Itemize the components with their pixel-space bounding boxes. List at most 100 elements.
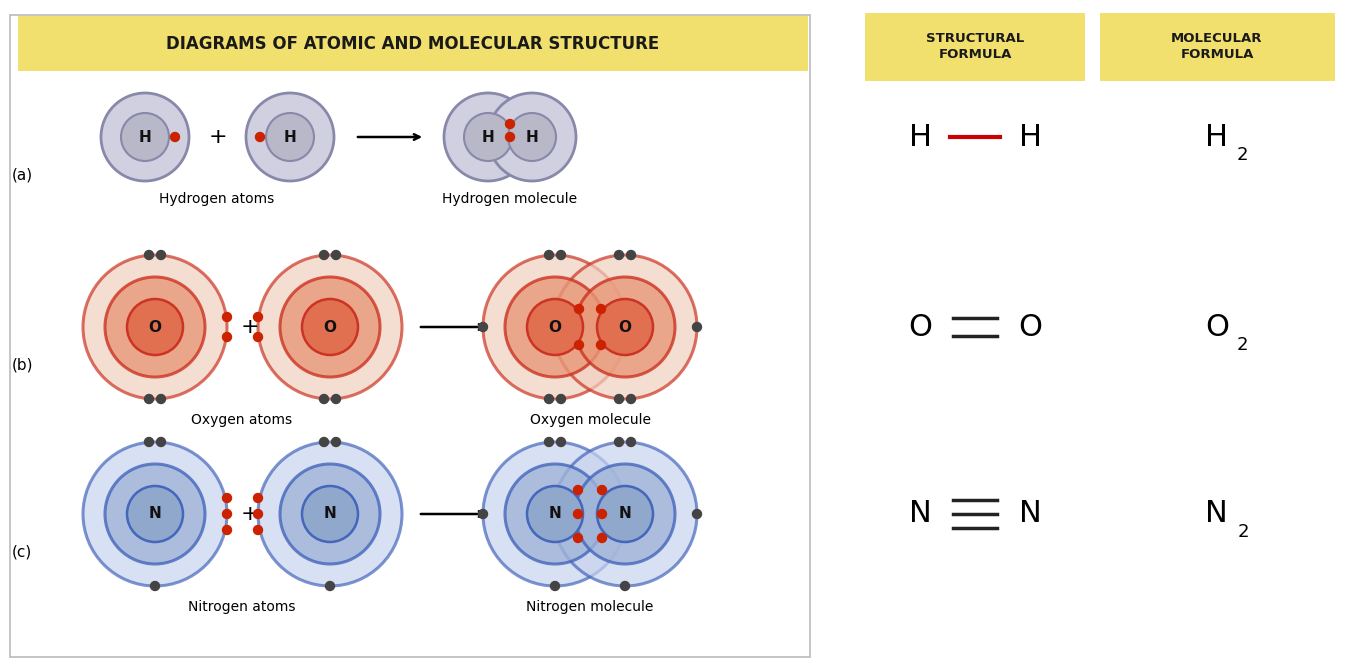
Circle shape — [302, 299, 358, 355]
Text: O: O — [1206, 312, 1228, 341]
Circle shape — [556, 395, 566, 403]
Circle shape — [464, 113, 512, 161]
Text: +: + — [240, 504, 259, 524]
Circle shape — [157, 438, 166, 446]
Circle shape — [127, 486, 184, 542]
Circle shape — [544, 395, 554, 403]
Circle shape — [574, 533, 582, 543]
Circle shape — [505, 277, 605, 377]
Circle shape — [332, 250, 340, 260]
Circle shape — [621, 581, 629, 591]
Circle shape — [246, 93, 333, 181]
Circle shape — [254, 494, 262, 502]
Circle shape — [551, 581, 559, 591]
Circle shape — [575, 304, 583, 314]
Circle shape — [575, 341, 583, 349]
Circle shape — [101, 93, 189, 181]
Circle shape — [693, 322, 702, 332]
Text: N: N — [909, 500, 931, 529]
Circle shape — [626, 395, 636, 403]
Circle shape — [505, 132, 514, 142]
Circle shape — [254, 332, 262, 341]
Circle shape — [556, 250, 566, 260]
Circle shape — [444, 93, 532, 181]
Text: N: N — [1019, 500, 1041, 529]
Text: (c): (c) — [12, 545, 32, 559]
Circle shape — [127, 299, 184, 355]
Text: H: H — [1018, 122, 1041, 151]
Circle shape — [614, 438, 624, 446]
Text: N: N — [324, 506, 336, 522]
Circle shape — [597, 341, 606, 349]
Circle shape — [487, 93, 576, 181]
Circle shape — [597, 486, 653, 542]
Circle shape — [325, 581, 335, 591]
Text: O: O — [548, 320, 562, 334]
Circle shape — [223, 312, 231, 322]
Text: H: H — [139, 130, 151, 145]
Circle shape — [505, 464, 605, 564]
Circle shape — [544, 438, 554, 446]
Text: H: H — [525, 130, 539, 145]
Circle shape — [526, 299, 583, 355]
Circle shape — [526, 486, 583, 542]
Circle shape — [254, 312, 262, 322]
Circle shape — [223, 510, 231, 518]
Circle shape — [598, 486, 606, 494]
Text: +: + — [209, 127, 227, 147]
Circle shape — [693, 510, 702, 518]
Text: O: O — [324, 320, 336, 334]
Circle shape — [157, 250, 166, 260]
Circle shape — [556, 438, 566, 446]
Circle shape — [223, 526, 231, 535]
Circle shape — [478, 510, 487, 518]
Text: Hydrogen atoms: Hydrogen atoms — [159, 192, 274, 206]
Circle shape — [302, 486, 358, 542]
Text: O: O — [148, 320, 162, 334]
Bar — [865, 13, 1085, 81]
Circle shape — [279, 464, 379, 564]
Text: (b): (b) — [11, 357, 32, 373]
Circle shape — [574, 486, 582, 494]
Text: H: H — [909, 122, 931, 151]
Text: 2: 2 — [1238, 523, 1250, 541]
Circle shape — [320, 395, 328, 403]
Circle shape — [598, 533, 606, 543]
Circle shape — [258, 255, 402, 399]
Text: H: H — [1206, 122, 1228, 151]
Circle shape — [320, 438, 328, 446]
Bar — [18, 16, 809, 71]
Circle shape — [574, 510, 582, 518]
Circle shape — [82, 255, 227, 399]
Text: N: N — [1206, 500, 1227, 529]
Circle shape — [575, 277, 675, 377]
Text: N: N — [148, 506, 162, 522]
Circle shape — [320, 250, 328, 260]
Text: O: O — [618, 320, 632, 334]
Bar — [9, 15, 810, 657]
Circle shape — [483, 442, 626, 586]
Circle shape — [614, 395, 624, 403]
Circle shape — [597, 299, 653, 355]
Circle shape — [157, 395, 166, 403]
Circle shape — [508, 113, 556, 161]
Text: O: O — [909, 312, 931, 341]
Text: H: H — [482, 130, 494, 145]
Circle shape — [332, 395, 340, 403]
Text: +: + — [240, 317, 259, 337]
Bar — [1100, 13, 1335, 81]
Circle shape — [554, 255, 697, 399]
Circle shape — [614, 250, 624, 260]
Circle shape — [597, 304, 606, 314]
Circle shape — [554, 442, 697, 586]
Circle shape — [105, 277, 205, 377]
Circle shape — [332, 438, 340, 446]
Circle shape — [144, 438, 154, 446]
Text: O: O — [1018, 312, 1042, 341]
Text: H: H — [284, 130, 297, 145]
Text: Nitrogen molecule: Nitrogen molecule — [526, 600, 653, 614]
Circle shape — [266, 113, 315, 161]
Circle shape — [105, 464, 205, 564]
Text: 2: 2 — [1237, 146, 1249, 164]
Circle shape — [505, 120, 514, 128]
